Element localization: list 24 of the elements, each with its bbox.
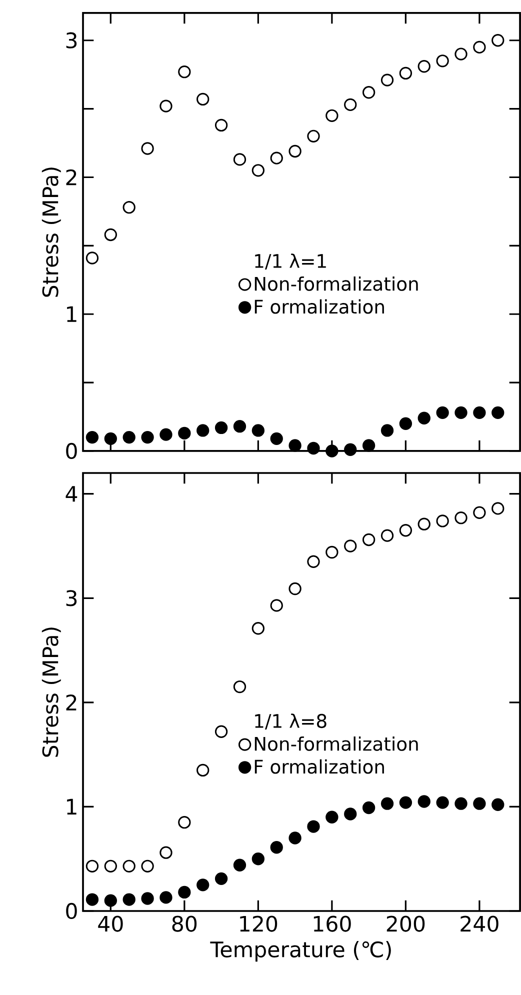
legend-label: Non-formalization	[254, 276, 418, 291]
legend-title: 1/1 λ=8	[255, 714, 326, 730]
legend-label: Non-formalization	[254, 736, 418, 751]
legend-label: F ormalization	[254, 759, 384, 774]
y-axis-title: Stress (MPa)	[42, 168, 61, 297]
y-tick-label: 3	[66, 32, 77, 48]
x-tick-label: 200	[386, 916, 425, 932]
x-tick-label: 240	[460, 916, 498, 932]
legend-title: 1/1 λ=1	[255, 254, 326, 270]
x-axis-title: Temperature (℃)	[210, 941, 391, 962]
y-tick-label: 1	[67, 798, 76, 814]
y-tick-label: 1	[67, 306, 76, 322]
y-tick-label: 0	[66, 902, 77, 920]
y-tick-label: 4	[66, 486, 78, 502]
y-tick-label: 2	[66, 694, 76, 710]
y-tick-label: 2	[66, 169, 76, 186]
x-tick-label: 40	[98, 916, 123, 932]
y-axis-title: Stress (MPa)	[42, 628, 61, 757]
x-tick-label: 160	[314, 916, 351, 932]
legend-label: F ormalization	[254, 299, 384, 314]
x-tick-label: 120	[240, 916, 278, 932]
y-tick-label: 0	[66, 442, 77, 460]
x-tick-label: 80	[172, 916, 197, 932]
y-tick-label: 3	[66, 590, 77, 606]
